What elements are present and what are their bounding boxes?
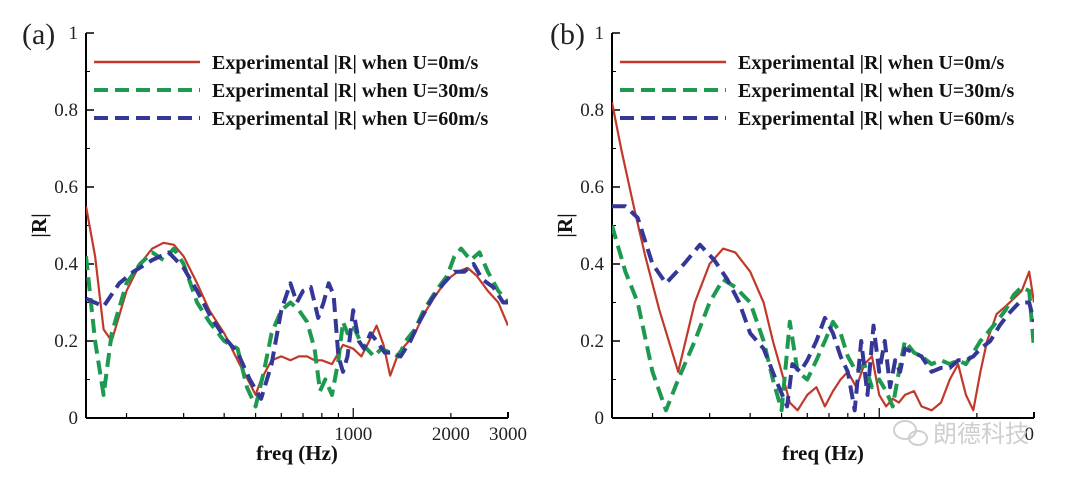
series-line-2 (86, 250, 508, 401)
y-tick-label: 0.2 (54, 331, 78, 352)
series-group (86, 206, 508, 409)
y-tick-label: 1 (69, 23, 79, 44)
x-tick-label: 2000 (432, 424, 470, 445)
panel-label: (b) (550, 18, 585, 51)
panel-b-chart: (b) 0 0.2 0.4 0.6 0.8 1 0 freq (Hz) |R| Experiment… (550, 18, 1035, 465)
watermark: 朗德科技 (893, 420, 1029, 448)
series-line-2 (612, 204, 1034, 413)
x-axis-title: freq (Hz) (782, 441, 864, 465)
series-line-1 (86, 246, 508, 409)
legend-label-0: Experimental |R| when U=0m/s (212, 52, 479, 74)
legend-label-2: Experimental |R| when U=60m/s (738, 108, 1015, 130)
legend-label-1: Experimental |R| when U=30m/s (738, 80, 1015, 102)
wechat-icon (893, 420, 928, 446)
y-tick-label: 0.2 (580, 331, 604, 352)
panel-a-chart: (a) 0 0.2 0.4 0.6 0.8 1 1000 2000 3000 freq (Hz) |R… (22, 18, 527, 465)
watermark-text: 朗德科技 (933, 420, 1029, 448)
y-tick-label: 1 (595, 23, 605, 44)
series-line-0 (612, 102, 1034, 412)
y-tick-label: 0.6 (580, 177, 604, 198)
series-group (612, 102, 1034, 413)
x-tick-label: 3000 (489, 424, 527, 445)
x-tick-label: 0 (1025, 424, 1035, 445)
y-tick-label: 0 (69, 408, 79, 429)
y-tick-label: 0.8 (580, 100, 604, 121)
y-tick-label: 0.4 (580, 254, 604, 275)
y-tick-label: 0.6 (54, 177, 78, 198)
y-axis-title: |R| (553, 213, 577, 237)
legend-label-1: Experimental |R| when U=30m/s (212, 80, 489, 102)
panel-label: (a) (22, 18, 55, 51)
y-tick-label: 0.4 (54, 254, 78, 275)
y-tick-label: 0 (595, 408, 605, 429)
x-axis-title: freq (Hz) (256, 441, 338, 465)
legend-label-0: Experimental |R| when U=0m/s (738, 52, 1005, 74)
x-tick-label: 1000 (334, 424, 372, 445)
legend-label-2: Experimental |R| when U=60m/s (212, 108, 489, 130)
y-axis-title: |R| (27, 213, 51, 237)
y-tick-label: 0.8 (54, 100, 78, 121)
